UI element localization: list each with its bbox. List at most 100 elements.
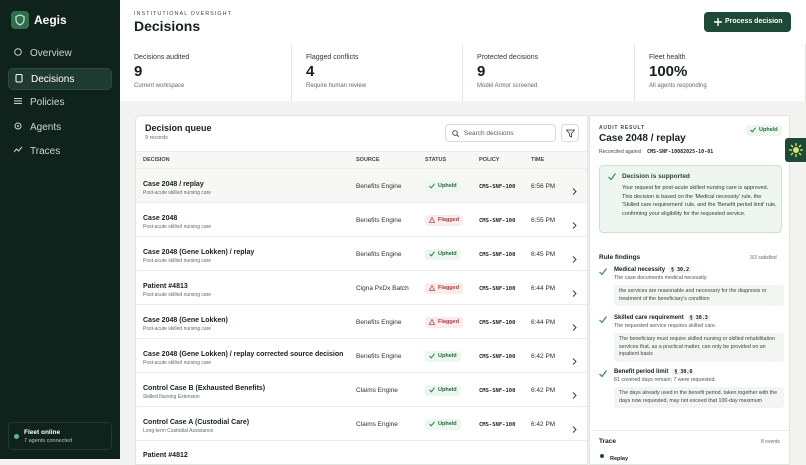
row-policy: CMS-SNF-100 (479, 388, 516, 394)
queue-row[interactable]: Case 2048 (Gene Lokken) / replay Post-acu… (136, 236, 587, 270)
topbar: INSTITUTIONAL OVERSIGHT Decisions Proces… (120, 0, 806, 44)
row-title: Case 2048 (143, 215, 178, 222)
stat-value: 9 (477, 63, 486, 80)
summary-box: Decision is supported Your request for po… (599, 165, 782, 233)
row-subtitle: Post-acute skilled nursing care (143, 190, 212, 196)
row-subtitle: Post-acute skilled nursing care (143, 224, 212, 230)
status-badge: Upheld (425, 419, 461, 430)
row-chevron (572, 352, 577, 370)
row-source: Benefits Engine (356, 319, 402, 326)
stat-sub: Require human review (306, 83, 367, 89)
finding-note: 81 covered days remain; 7 were requested… (614, 377, 716, 383)
summary-text: Your request for post-acute skilled nurs… (622, 185, 777, 217)
row-time: 6:56 PM (531, 183, 556, 190)
queue-row[interactable]: Control Case B (Exhausted Benefits) Skill… (136, 372, 587, 406)
nav-item[interactable]: Overview (8, 43, 112, 65)
search-placeholder: Search decisions (464, 130, 514, 137)
queue-row[interactable]: Control Case A (Custodial Care) Long-term… (136, 406, 587, 440)
finding-note: The case documents medical necessity. (614, 275, 708, 281)
row-chevron (572, 284, 577, 302)
finding-quote: The beneficiary must require skilled nur… (614, 333, 784, 363)
queue-row[interactable]: Patient #4813 Post-acute skilled nursing … (136, 270, 587, 304)
status-badge: Flagged (425, 283, 464, 294)
status-sub: 7 agents connected (24, 438, 73, 444)
row-title: Case 2048 (Gene Lokken) (143, 317, 228, 324)
stat-sub: All agents responding (649, 83, 707, 89)
nav-label: Policies (30, 97, 65, 108)
summary-title: Decision is supported (622, 173, 690, 180)
queue-row[interactable]: Case 2048 (Gene Lokken) Post-acute skille… (136, 304, 587, 338)
finding-ref: § 30.6 (672, 369, 695, 375)
badge-label: Upheld (759, 127, 778, 133)
status-badge: Upheld (425, 249, 461, 260)
button-label: Process decision (725, 18, 783, 25)
status-badge: Flagged (425, 317, 464, 328)
trace-line (590, 430, 789, 431)
nav-item[interactable]: Policies (8, 92, 112, 114)
stat-label: Decisions audited (134, 54, 190, 61)
stat-value: 9 (134, 63, 143, 80)
rule-finding: Skilled care requirement § 30.3 The reques… (599, 315, 784, 363)
stat-card: Flagged conflicts 4 Require human review (292, 44, 463, 101)
column-header: DECISION (143, 157, 170, 163)
row-time: 6:44 PM (531, 319, 556, 326)
status-badge: Upheld (425, 385, 461, 396)
status-badge: Upheld (425, 351, 461, 362)
nav-label: Agents (30, 121, 62, 133)
row-policy: CMS-SNF-100 (479, 252, 516, 258)
row-title: Case 2048 (Gene Lokken) / replay (143, 249, 255, 256)
filter-button[interactable] (561, 124, 579, 142)
row-source: Claims Engine (356, 387, 398, 394)
stat-label: Flagged conflicts (306, 54, 359, 61)
finding-name: Skilled care requirement (614, 315, 684, 321)
nav-item[interactable]: Decisions (8, 67, 112, 90)
process-button[interactable]: Process decision (704, 12, 791, 32)
row-title: Control Case A (Custodial Care) (143, 419, 250, 426)
row-policy: CMS-SNF-100 (479, 422, 516, 428)
finding-name: Benefit period limit (614, 369, 669, 375)
stat-label: Protected decisions (477, 54, 539, 61)
status-dot (14, 434, 19, 439)
audit-eyebrow: AUDIT RESULT (599, 125, 645, 131)
nav-item[interactable]: Agents (8, 117, 112, 139)
queue-row[interactable]: Case 2048 (Gene Lokken) / replay correct… (136, 338, 587, 372)
row-time: 6:42 PM (531, 421, 556, 428)
row-chevron (572, 318, 577, 336)
queue-title: Decision queue (145, 123, 212, 133)
stat-value: 100% (649, 63, 688, 80)
column-header: TIME (531, 157, 545, 163)
assistant-tab[interactable] (785, 138, 806, 162)
row-chevron (572, 386, 577, 404)
nav-label: Decisions (31, 73, 75, 85)
row-time: 6:55 PM (531, 217, 556, 224)
row-title: Case 2048 / replay (143, 181, 204, 188)
table-header (136, 151, 587, 168)
sidebar: Aegis Fleet online 7 agents connected Ov… (0, 0, 120, 459)
status-label: Flagged (438, 217, 460, 223)
finding-name: Medical necessity (614, 267, 666, 273)
search-box[interactable]: Search decisions (445, 124, 556, 142)
row-policy: CMS-SNF-100 (479, 320, 516, 326)
status-label: Upheld (438, 183, 457, 189)
audit-title: Case 2048 / replay (599, 133, 686, 144)
status-title: Fleet online (24, 429, 61, 436)
trace-first: Replay (610, 456, 629, 462)
queue-count: 9 records (145, 135, 168, 141)
queue-row[interactable]: Case 2048 Post-acute skilled nursing care… (136, 202, 587, 236)
queue-row[interactable]: Case 2048 / replay Post-acute skilled nur… (136, 168, 587, 202)
rule-finding: Medical necessity § 30.2 The case document… (599, 267, 784, 307)
nav-item[interactable]: Traces (8, 141, 112, 163)
stat-value: 4 (306, 63, 315, 80)
finding-quote: The days already used in the benefit per… (614, 387, 784, 409)
row-title: Case 2048 (Gene Lokken) / replay correct… (143, 351, 344, 358)
row-time: 6:42 PM (531, 387, 556, 394)
row-title: Control Case B (Exhausted Benefits) (143, 385, 266, 392)
status-label: Upheld (438, 353, 457, 359)
status-label: Upheld (438, 387, 457, 393)
queue-row[interactable]: Patient #4812 (136, 440, 587, 464)
row-subtitle: Skilled Nursing Extension (143, 394, 200, 400)
stat-card: Protected decisions 9 Model Armor screened (463, 44, 635, 101)
row-subtitle: Post-acute skilled nursing care (143, 292, 212, 298)
row-source: Benefits Engine (356, 183, 402, 190)
